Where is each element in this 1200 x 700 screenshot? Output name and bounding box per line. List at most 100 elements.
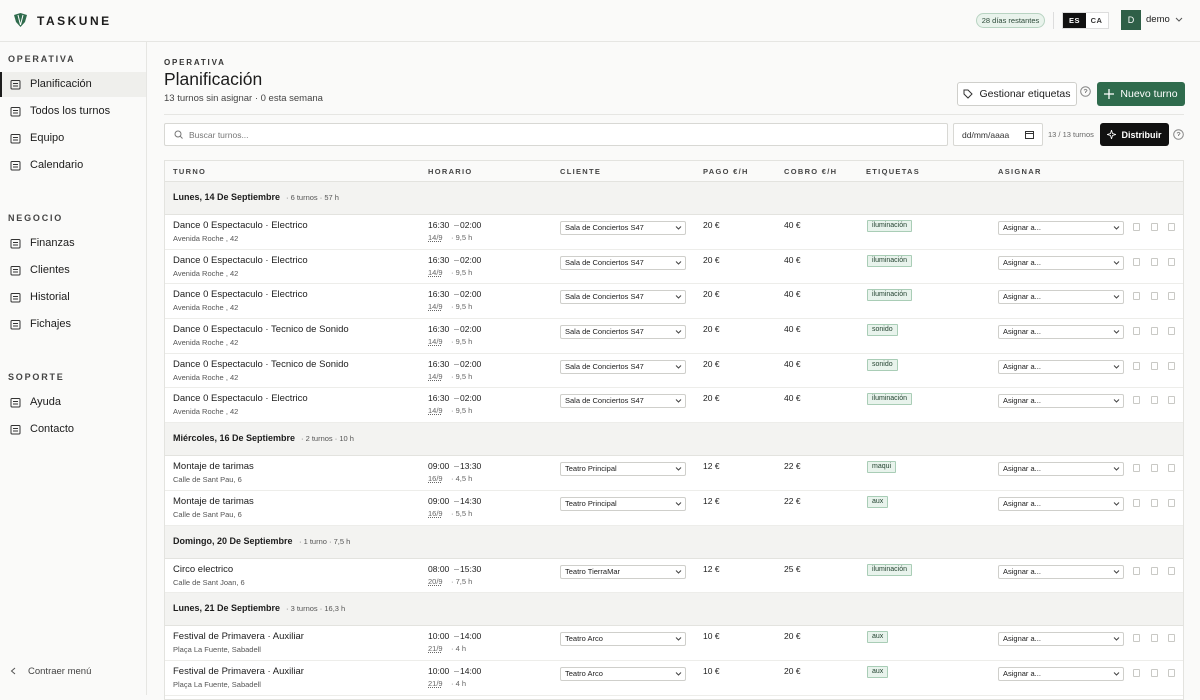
row-action[interactable] bbox=[1168, 396, 1175, 405]
date-input[interactable]: dd/mm/aaaa bbox=[953, 123, 1043, 146]
row-action[interactable] bbox=[1133, 223, 1140, 231]
nav-item[interactable]: Clientes bbox=[0, 258, 146, 283]
row-action[interactable] bbox=[1168, 257, 1175, 266]
row-action[interactable] bbox=[1133, 566, 1140, 575]
time-dash bbox=[454, 294, 459, 296]
client-select[interactable]: Teatro Arco bbox=[560, 632, 686, 647]
row-action[interactable] bbox=[1151, 464, 1158, 473]
row-action[interactable] bbox=[1151, 257, 1158, 266]
assign-select[interactable]: Asignar a... bbox=[998, 496, 1124, 511]
divider bbox=[1053, 12, 1054, 29]
row-action[interactable] bbox=[1168, 498, 1175, 507]
row-action[interactable] bbox=[1151, 292, 1158, 301]
row-action[interactable] bbox=[1168, 668, 1175, 677]
client-select[interactable]: Teatro Arco bbox=[560, 666, 686, 681]
client-select[interactable]: Sala de Conciertos S47 bbox=[560, 290, 686, 305]
distribute-button[interactable]: Distribuir bbox=[1100, 123, 1169, 146]
language-option[interactable]: CA bbox=[1090, 16, 1103, 25]
assign-select[interactable]: Asignar a... bbox=[998, 359, 1124, 374]
nav-item[interactable]: Planificación bbox=[0, 72, 146, 97]
assign-select[interactable]: Asignar a... bbox=[998, 255, 1124, 270]
collapse-button[interactable] bbox=[0, 661, 146, 681]
assign-select[interactable]: Asignar a... bbox=[998, 666, 1124, 681]
search-input[interactable]: Buscar turnos... bbox=[164, 123, 948, 146]
row-action[interactable] bbox=[1168, 223, 1175, 231]
nav-item[interactable]: Contacto bbox=[0, 417, 146, 442]
new-shift-button[interactable]: Nuevo turno bbox=[1097, 82, 1185, 106]
row-action[interactable] bbox=[1133, 257, 1140, 266]
client-select[interactable]: Sala de Conciertos S47 bbox=[560, 255, 686, 270]
row-action[interactable] bbox=[1151, 498, 1158, 507]
manage-tags-button[interactable]: Gestionar etiquetas bbox=[957, 82, 1077, 106]
help-icon[interactable] bbox=[1173, 129, 1184, 140]
time-dash bbox=[454, 568, 459, 570]
group-header: Lunes, 14 De Septiembre · 6 turnos · 57 h bbox=[165, 182, 1183, 215]
chevron bbox=[1113, 399, 1120, 404]
select-value: Teatro TierraMar bbox=[565, 566, 621, 576]
assign-select[interactable]: Asignar a... bbox=[998, 290, 1124, 305]
row-action[interactable] bbox=[1151, 668, 1158, 677]
assign-select[interactable]: Asignar a... bbox=[998, 221, 1124, 235]
avatar[interactable]: D bbox=[1121, 10, 1141, 30]
row-action[interactable] bbox=[1151, 634, 1158, 643]
nav-item[interactable]: Finanzas bbox=[0, 231, 146, 256]
row-action[interactable] bbox=[1151, 361, 1158, 370]
shift-row: Dance 0 Espectaculo · Electrico Avenida R… bbox=[165, 215, 1183, 250]
tag: aux bbox=[867, 631, 889, 644]
row-action[interactable] bbox=[1133, 292, 1140, 301]
nav-item[interactable]: Calendario bbox=[0, 153, 146, 178]
assign-select[interactable]: Asignar a... bbox=[998, 325, 1124, 340]
row-action[interactable] bbox=[1168, 292, 1175, 301]
row-action[interactable] bbox=[1151, 223, 1158, 231]
client-select[interactable]: Sala de Conciertos S47 bbox=[560, 221, 686, 235]
help-icon[interactable] bbox=[1080, 86, 1091, 97]
row-action[interactable] bbox=[1168, 566, 1175, 575]
nav-item[interactable]: Equipo bbox=[0, 126, 146, 151]
tag: aux bbox=[867, 495, 889, 508]
pay-rate: 10 € bbox=[703, 665, 720, 676]
row-action[interactable] bbox=[1151, 566, 1158, 575]
client-select[interactable]: Sala de Conciertos S47 bbox=[560, 359, 686, 374]
assign-select[interactable]: Asignar a... bbox=[998, 462, 1124, 477]
nav-item[interactable]: Fichajes bbox=[0, 312, 146, 337]
nav-item[interactable]: Ayuda bbox=[0, 390, 146, 415]
nav-item[interactable]: Historial bbox=[0, 285, 146, 310]
row-action[interactable] bbox=[1151, 327, 1158, 336]
row-action[interactable] bbox=[1133, 327, 1140, 336]
chevron-left bbox=[10, 667, 16, 675]
nav-item[interactable]: Todos los turnos bbox=[0, 99, 146, 124]
client-select[interactable]: Teatro Principal bbox=[560, 462, 686, 477]
row-action[interactable] bbox=[1133, 464, 1140, 473]
client-select[interactable]: Teatro TierraMar bbox=[560, 564, 686, 579]
shift-duration: · 4,5 h bbox=[451, 474, 473, 484]
assign-select[interactable]: Asignar a... bbox=[998, 394, 1124, 409]
row-action[interactable] bbox=[1168, 361, 1175, 370]
user-name[interactable]: demo bbox=[1146, 14, 1170, 25]
client-select[interactable]: Sala de Conciertos S47 bbox=[560, 394, 686, 409]
assign-select[interactable]: Asignar a... bbox=[998, 564, 1124, 579]
client-select[interactable]: Teatro Principal bbox=[560, 496, 686, 511]
divider bbox=[164, 114, 1184, 115]
row-action[interactable] bbox=[1133, 668, 1140, 677]
row-action[interactable] bbox=[1151, 396, 1158, 405]
shift-row: Festival de Primavera · Auxiliar Plaça La… bbox=[165, 626, 1183, 661]
user-menu-chevron[interactable] bbox=[1175, 17, 1183, 23]
row-action[interactable] bbox=[1133, 396, 1140, 405]
row-action[interactable] bbox=[1168, 464, 1175, 473]
row-action[interactable] bbox=[1168, 634, 1175, 643]
shift-duration: · 5,5 h bbox=[451, 508, 473, 518]
charge-rate: 20 € bbox=[784, 665, 801, 676]
tag: maqui bbox=[867, 461, 897, 474]
shift-duration: · 9,5 h bbox=[451, 406, 473, 416]
client-select[interactable]: Sala de Conciertos S47 bbox=[560, 325, 686, 340]
language-option[interactable]: ES bbox=[1063, 13, 1086, 28]
time-dash bbox=[454, 259, 459, 261]
group-meta: · 1 turno · 7,5 h bbox=[299, 536, 351, 546]
row-action[interactable] bbox=[1133, 498, 1140, 507]
row-action[interactable] bbox=[1168, 327, 1175, 336]
row-action[interactable] bbox=[1133, 634, 1140, 643]
brand: TASKUNE bbox=[37, 14, 112, 28]
assign-select[interactable]: Asignar a... bbox=[998, 632, 1124, 647]
chevron bbox=[1113, 364, 1120, 369]
row-action[interactable] bbox=[1133, 361, 1140, 370]
